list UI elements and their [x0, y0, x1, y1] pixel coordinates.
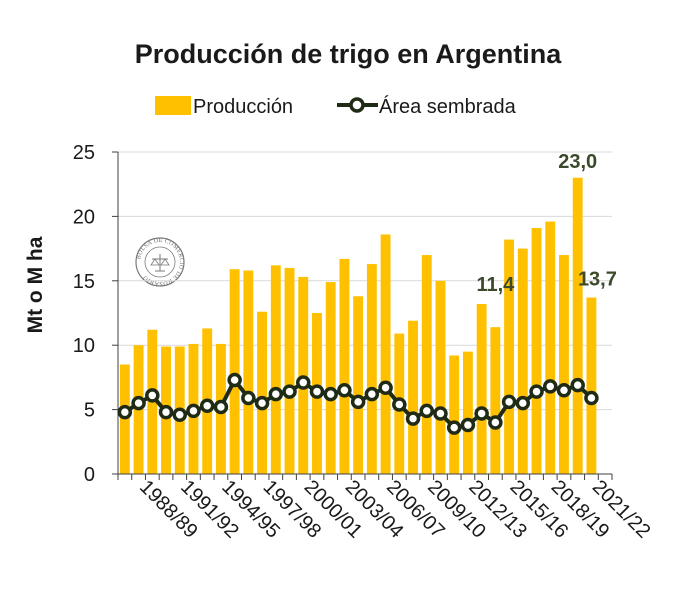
marker-area-sembrada [433, 406, 448, 421]
bar-produccion [270, 265, 281, 474]
y-tick-label: 10 [73, 335, 95, 357]
bar-produccion [517, 248, 528, 474]
marker-area-sembrada [543, 379, 558, 394]
bar-produccion [353, 296, 364, 474]
marker-area-sembrada [501, 394, 517, 410]
marker-area-sembrada [158, 404, 174, 420]
marker-area-sembrada [282, 384, 297, 399]
chart-title: Producción de trigo en Argentina [135, 39, 563, 69]
legend-label-area: Área sembrada [379, 95, 517, 118]
marker-area-sembrada [254, 395, 270, 411]
bar-produccion [572, 177, 583, 474]
y-tick-label: 15 [73, 271, 95, 293]
annotation-label: 11,4 [476, 274, 515, 296]
marker-area-sembrada [296, 375, 311, 390]
marker-area-sembrada [227, 372, 242, 388]
bar-produccion [435, 280, 446, 474]
marker-area-sembrada [241, 390, 256, 406]
bar-produccion [476, 303, 487, 474]
bar-produccion [490, 327, 501, 474]
bar-produccion [462, 351, 473, 474]
marker-area-sembrada [172, 407, 187, 423]
marker-area-sembrada [117, 404, 133, 420]
production-bars [119, 177, 597, 474]
marker-area-sembrada [392, 397, 407, 412]
y-tick-label: 0 [84, 464, 95, 486]
bar-produccion [257, 311, 268, 474]
marker-area-sembrada [268, 386, 284, 402]
marker-area-sembrada [446, 420, 462, 435]
marker-area-sembrada [213, 399, 229, 415]
marker-area-sembrada [323, 386, 338, 402]
annotation-label: 13,7 [578, 269, 617, 291]
y-tick-label: 5 [84, 400, 95, 422]
bar-produccion [449, 355, 460, 474]
bolsa-seal-logo: BOLSA DE COMERCIO DE ROSARIO [135, 237, 185, 287]
legend-marker-area [349, 97, 365, 113]
annotation-label: 23,0 [558, 151, 597, 173]
bar-produccion [339, 258, 350, 474]
bar-produccion [243, 270, 254, 474]
bar-produccion [559, 255, 569, 474]
marker-area-sembrada [584, 390, 599, 406]
marker-area-sembrada [488, 415, 503, 430]
marker-area-sembrada [309, 384, 325, 399]
bar-produccion [408, 320, 418, 474]
marker-area-sembrada [460, 417, 476, 433]
legend-label-produccion: Producción [193, 96, 293, 118]
bar-produccion [380, 234, 391, 474]
bar-produccion [366, 264, 377, 474]
annotations: 11,4 23,0 13,7 [476, 151, 616, 296]
marker-area-sembrada [364, 386, 380, 402]
legend-swatch-produccion [155, 96, 191, 115]
marker-area-sembrada [419, 403, 434, 419]
area-line-series [117, 372, 599, 435]
marker-area-sembrada [350, 394, 366, 410]
marker-area-sembrada [474, 406, 489, 421]
marker-area-sembrada [131, 395, 146, 411]
legend: Producción Área sembrada [155, 95, 517, 118]
y-axis-label: Mt o M ha [24, 236, 47, 333]
bar-produccion [545, 221, 556, 474]
y-tick-label: 25 [73, 142, 95, 164]
bar-produccion [531, 227, 542, 474]
y-tick-label: 20 [73, 206, 95, 228]
marker-area-sembrada [515, 395, 531, 411]
marker-area-sembrada [405, 411, 421, 426]
bar-produccion [284, 267, 295, 474]
marker-area-sembrada [378, 380, 393, 395]
bar-produccion [586, 297, 597, 474]
marker-area-sembrada [556, 383, 572, 398]
marker-area-sembrada [145, 388, 160, 403]
marker-area-sembrada [337, 383, 352, 398]
marker-area-sembrada [186, 403, 201, 419]
marker-area-sembrada [570, 377, 585, 393]
bar-produccion [421, 255, 432, 474]
marker-area-sembrada [199, 398, 215, 413]
bar-produccion [504, 239, 515, 474]
marker-area-sembrada [529, 384, 544, 399]
bar-produccion [229, 269, 240, 474]
bar-produccion [325, 282, 336, 474]
